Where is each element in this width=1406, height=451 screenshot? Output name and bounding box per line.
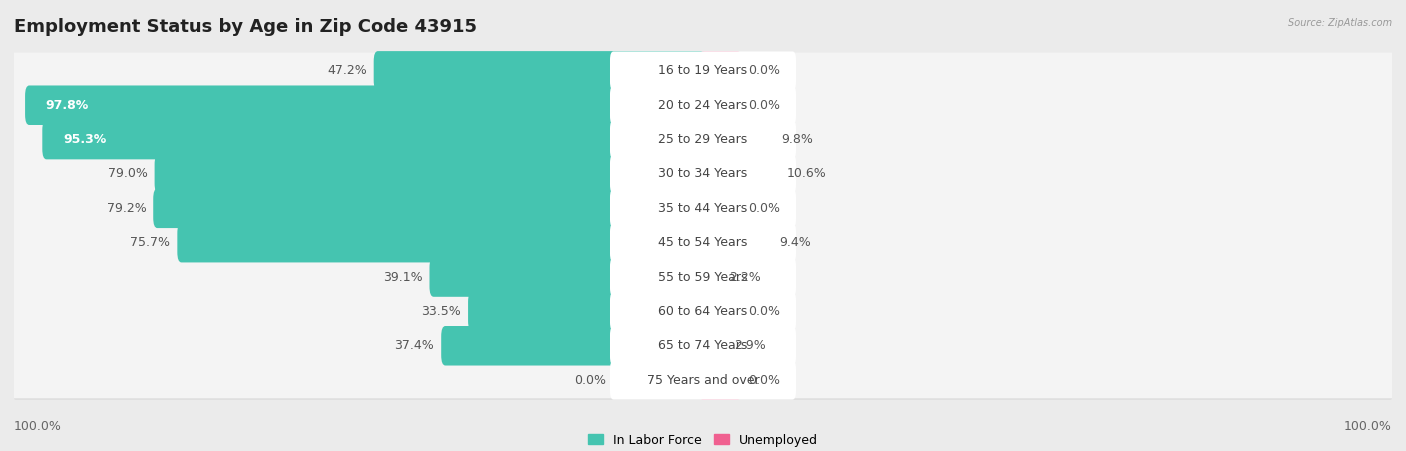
Text: 10.6%: 10.6% xyxy=(787,167,827,180)
Text: 100.0%: 100.0% xyxy=(1344,420,1392,433)
Text: 79.2%: 79.2% xyxy=(107,202,146,215)
FancyBboxPatch shape xyxy=(610,189,796,228)
FancyBboxPatch shape xyxy=(13,259,1393,295)
FancyBboxPatch shape xyxy=(468,292,707,331)
Text: 0.0%: 0.0% xyxy=(575,373,606,387)
Text: 20 to 24 Years: 20 to 24 Years xyxy=(658,99,748,112)
Text: 0.0%: 0.0% xyxy=(748,99,780,112)
FancyBboxPatch shape xyxy=(13,121,1393,158)
Text: Employment Status by Age in Zip Code 43915: Employment Status by Age in Zip Code 439… xyxy=(14,18,477,36)
Text: 97.8%: 97.8% xyxy=(46,99,89,112)
Text: 37.4%: 37.4% xyxy=(395,339,434,352)
Text: 35 to 44 Years: 35 to 44 Years xyxy=(658,202,748,215)
FancyBboxPatch shape xyxy=(153,189,707,228)
Text: 79.0%: 79.0% xyxy=(108,167,148,180)
FancyBboxPatch shape xyxy=(13,156,1393,192)
Text: 2.9%: 2.9% xyxy=(734,339,766,352)
FancyBboxPatch shape xyxy=(429,257,707,297)
FancyBboxPatch shape xyxy=(14,295,1392,331)
FancyBboxPatch shape xyxy=(610,51,796,90)
FancyBboxPatch shape xyxy=(177,223,707,262)
Text: 45 to 54 Years: 45 to 54 Years xyxy=(658,236,748,249)
FancyBboxPatch shape xyxy=(14,54,1392,91)
FancyBboxPatch shape xyxy=(610,361,796,400)
FancyBboxPatch shape xyxy=(155,154,707,194)
Text: 9.8%: 9.8% xyxy=(782,133,814,146)
Text: 60 to 64 Years: 60 to 64 Years xyxy=(658,305,748,318)
FancyBboxPatch shape xyxy=(25,86,707,125)
FancyBboxPatch shape xyxy=(699,223,772,262)
Text: 39.1%: 39.1% xyxy=(382,271,423,284)
FancyBboxPatch shape xyxy=(610,258,796,296)
FancyBboxPatch shape xyxy=(14,123,1392,159)
Text: 75 Years and over: 75 Years and over xyxy=(647,373,759,387)
FancyBboxPatch shape xyxy=(13,225,1393,261)
Text: 25 to 29 Years: 25 to 29 Years xyxy=(658,133,748,146)
FancyBboxPatch shape xyxy=(14,260,1392,297)
FancyBboxPatch shape xyxy=(699,292,741,331)
FancyBboxPatch shape xyxy=(13,293,1393,330)
Text: 2.2%: 2.2% xyxy=(730,271,761,284)
FancyBboxPatch shape xyxy=(13,53,1393,89)
Text: 0.0%: 0.0% xyxy=(748,64,780,78)
FancyBboxPatch shape xyxy=(610,120,796,159)
FancyBboxPatch shape xyxy=(699,154,780,194)
FancyBboxPatch shape xyxy=(14,226,1392,262)
FancyBboxPatch shape xyxy=(610,292,796,331)
FancyBboxPatch shape xyxy=(14,88,1392,125)
FancyBboxPatch shape xyxy=(610,86,796,124)
FancyBboxPatch shape xyxy=(699,360,741,400)
Text: 0.0%: 0.0% xyxy=(748,373,780,387)
Text: 65 to 74 Years: 65 to 74 Years xyxy=(658,339,748,352)
FancyBboxPatch shape xyxy=(441,326,707,365)
Text: 47.2%: 47.2% xyxy=(328,64,367,78)
FancyBboxPatch shape xyxy=(14,364,1392,400)
FancyBboxPatch shape xyxy=(14,192,1392,228)
FancyBboxPatch shape xyxy=(42,120,707,159)
Text: 30 to 34 Years: 30 to 34 Years xyxy=(658,167,748,180)
FancyBboxPatch shape xyxy=(610,327,796,365)
FancyBboxPatch shape xyxy=(13,327,1393,364)
Text: 0.0%: 0.0% xyxy=(748,305,780,318)
Text: 75.7%: 75.7% xyxy=(131,236,170,249)
FancyBboxPatch shape xyxy=(699,257,723,297)
FancyBboxPatch shape xyxy=(13,362,1393,398)
FancyBboxPatch shape xyxy=(14,329,1392,365)
FancyBboxPatch shape xyxy=(374,51,707,91)
Text: 55 to 59 Years: 55 to 59 Years xyxy=(658,271,748,284)
FancyBboxPatch shape xyxy=(699,51,741,91)
Text: 9.4%: 9.4% xyxy=(779,236,810,249)
Text: Source: ZipAtlas.com: Source: ZipAtlas.com xyxy=(1288,18,1392,28)
Text: 0.0%: 0.0% xyxy=(748,202,780,215)
Text: 95.3%: 95.3% xyxy=(63,133,107,146)
FancyBboxPatch shape xyxy=(699,189,741,228)
Text: 16 to 19 Years: 16 to 19 Years xyxy=(658,64,748,78)
Text: 100.0%: 100.0% xyxy=(14,420,62,433)
FancyBboxPatch shape xyxy=(610,223,796,262)
Text: 33.5%: 33.5% xyxy=(422,305,461,318)
FancyBboxPatch shape xyxy=(699,120,775,159)
FancyBboxPatch shape xyxy=(699,86,741,125)
FancyBboxPatch shape xyxy=(610,155,796,193)
FancyBboxPatch shape xyxy=(13,87,1393,124)
FancyBboxPatch shape xyxy=(699,326,727,365)
FancyBboxPatch shape xyxy=(13,190,1393,226)
FancyBboxPatch shape xyxy=(14,157,1392,193)
Legend: In Labor Force, Unemployed: In Labor Force, Unemployed xyxy=(588,433,818,446)
